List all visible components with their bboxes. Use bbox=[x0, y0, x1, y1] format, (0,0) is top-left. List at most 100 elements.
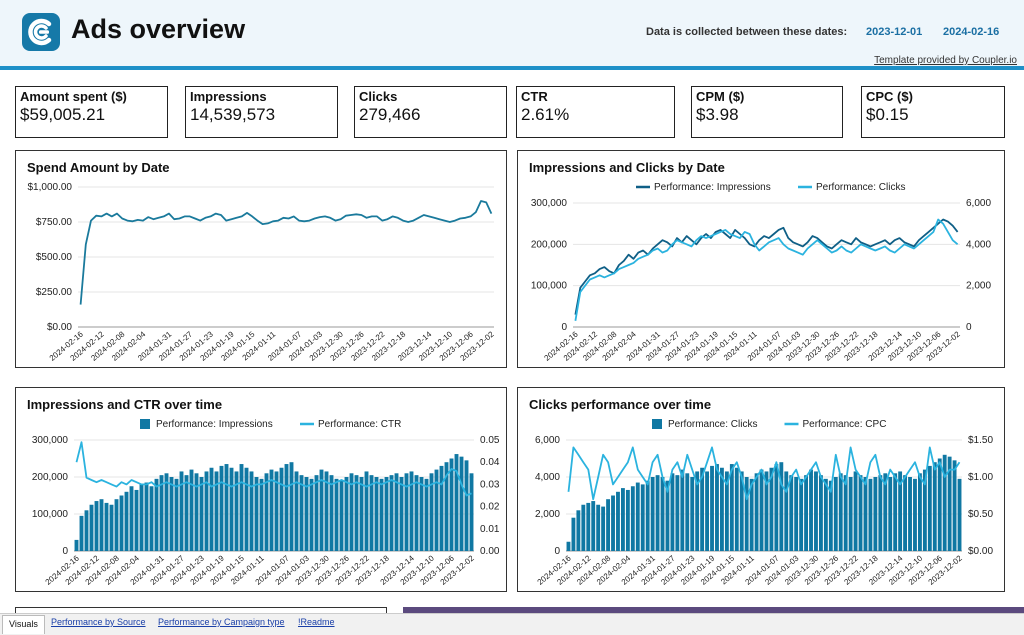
bar bbox=[759, 469, 764, 551]
bar bbox=[74, 539, 79, 551]
bar bbox=[640, 484, 645, 551]
coupler-logo-glyph bbox=[28, 18, 52, 46]
y-tick-label: 100,000 bbox=[32, 509, 69, 520]
bar bbox=[917, 473, 922, 551]
kpi-clicks: Clicks 279,466 bbox=[354, 86, 507, 138]
y2-tick-label: 0.03 bbox=[480, 479, 500, 490]
header-bar: Ads overview Data is collected between t… bbox=[0, 0, 1024, 70]
kpi-value: 14,539,573 bbox=[190, 105, 276, 124]
bar bbox=[319, 469, 324, 551]
tab-visuals[interactable]: Visuals bbox=[2, 615, 45, 634]
bar bbox=[675, 475, 680, 551]
kpi-value: $0.15 bbox=[866, 105, 909, 124]
bar bbox=[219, 465, 224, 551]
spend-chart-svg: $0.00$250.00$500.00$750.00$1,000.002024-… bbox=[28, 182, 497, 363]
bar bbox=[670, 473, 675, 551]
series-line bbox=[567, 446, 961, 501]
y2-tick-label: 4,000 bbox=[966, 239, 991, 250]
bar bbox=[374, 477, 379, 551]
bar bbox=[893, 473, 898, 551]
bar bbox=[409, 471, 414, 551]
bar bbox=[883, 473, 888, 551]
bar bbox=[149, 486, 154, 551]
bar bbox=[199, 477, 204, 551]
kpi-impressions: Impressions 14,539,573 bbox=[185, 86, 338, 138]
start-date-value[interactable]: 2023-12-01 bbox=[866, 26, 923, 38]
bar bbox=[581, 504, 586, 551]
bar bbox=[853, 471, 858, 551]
bar bbox=[394, 473, 399, 551]
bar bbox=[129, 486, 134, 551]
bar bbox=[779, 462, 784, 551]
y-tick-label: 200,000 bbox=[531, 239, 568, 250]
bar bbox=[84, 510, 89, 551]
bar bbox=[144, 482, 149, 551]
bar bbox=[294, 471, 299, 551]
bar bbox=[264, 473, 269, 551]
bar bbox=[611, 495, 615, 551]
bar bbox=[838, 473, 843, 551]
bar bbox=[601, 506, 606, 551]
legend-swatch bbox=[652, 419, 662, 429]
tab-performance-by-campaign-type[interactable]: Performance by Campaign type bbox=[158, 617, 285, 627]
bar bbox=[239, 464, 244, 551]
bar bbox=[304, 477, 309, 551]
bar bbox=[833, 477, 838, 551]
y2-tick-label: 6,000 bbox=[966, 198, 991, 209]
template-link[interactable]: Template provided by Coupler.io bbox=[874, 55, 1017, 66]
bar bbox=[650, 477, 655, 551]
bar bbox=[109, 504, 114, 551]
bar bbox=[359, 477, 364, 551]
legend-swatch bbox=[140, 419, 150, 429]
sheet-tab-bar: Visuals Performance by Source Performanc… bbox=[0, 613, 1024, 635]
bar bbox=[184, 475, 189, 551]
bar bbox=[439, 465, 444, 551]
bar bbox=[179, 471, 184, 551]
clicks-performance-chart-svg: 02,0004,0006,000$0.00$0.50$1.00$1.502024… bbox=[535, 419, 993, 587]
bar bbox=[804, 475, 809, 551]
bar bbox=[259, 478, 264, 551]
bar bbox=[389, 475, 394, 551]
bar bbox=[774, 464, 779, 551]
y-tick-label: $500.00 bbox=[36, 252, 73, 263]
bar bbox=[814, 471, 818, 551]
kpi-value: $3.98 bbox=[696, 105, 739, 124]
y2-tick-label: $1.50 bbox=[968, 435, 993, 446]
legend-label: Performance: Clicks bbox=[668, 419, 757, 430]
bar bbox=[794, 477, 799, 551]
end-date-value[interactable]: 2024-02-16 bbox=[943, 26, 1000, 38]
bar bbox=[749, 478, 754, 551]
bar bbox=[789, 475, 794, 551]
bar bbox=[809, 469, 813, 551]
impressions-clicks-by-date-chart: 0 100,000 200,000 300,000 0 2,000 4,000 6,000 20… bbox=[517, 150, 1005, 368]
bar bbox=[898, 471, 903, 551]
bar bbox=[685, 473, 690, 551]
y2-tick-label: $1.00 bbox=[968, 472, 993, 483]
bar bbox=[119, 495, 124, 551]
legend-label: Performance: Impressions bbox=[654, 182, 771, 193]
bar bbox=[690, 477, 695, 551]
bar bbox=[576, 510, 581, 551]
series-line bbox=[75, 441, 472, 497]
y2-tick-label: 0.00 bbox=[480, 546, 500, 557]
bar bbox=[254, 477, 259, 551]
y-tick-label: $750.00 bbox=[36, 217, 73, 228]
series-line bbox=[574, 218, 959, 315]
bar bbox=[903, 475, 908, 551]
bar bbox=[695, 471, 700, 551]
legend-label: Performance: Clicks bbox=[816, 182, 905, 193]
bar bbox=[364, 471, 369, 551]
tab-performance-by-source[interactable]: Performance by Source bbox=[51, 617, 146, 627]
bar bbox=[922, 469, 927, 551]
bar bbox=[99, 499, 104, 551]
bar bbox=[104, 502, 109, 551]
bar bbox=[464, 460, 469, 551]
tab-readme[interactable]: !Readme bbox=[298, 617, 335, 627]
bar bbox=[913, 478, 917, 551]
bar bbox=[354, 475, 359, 551]
bar bbox=[616, 491, 620, 551]
bar bbox=[665, 480, 670, 551]
bar bbox=[189, 469, 194, 551]
bar bbox=[329, 475, 334, 551]
legend-label: Performance: CPC bbox=[803, 419, 887, 430]
